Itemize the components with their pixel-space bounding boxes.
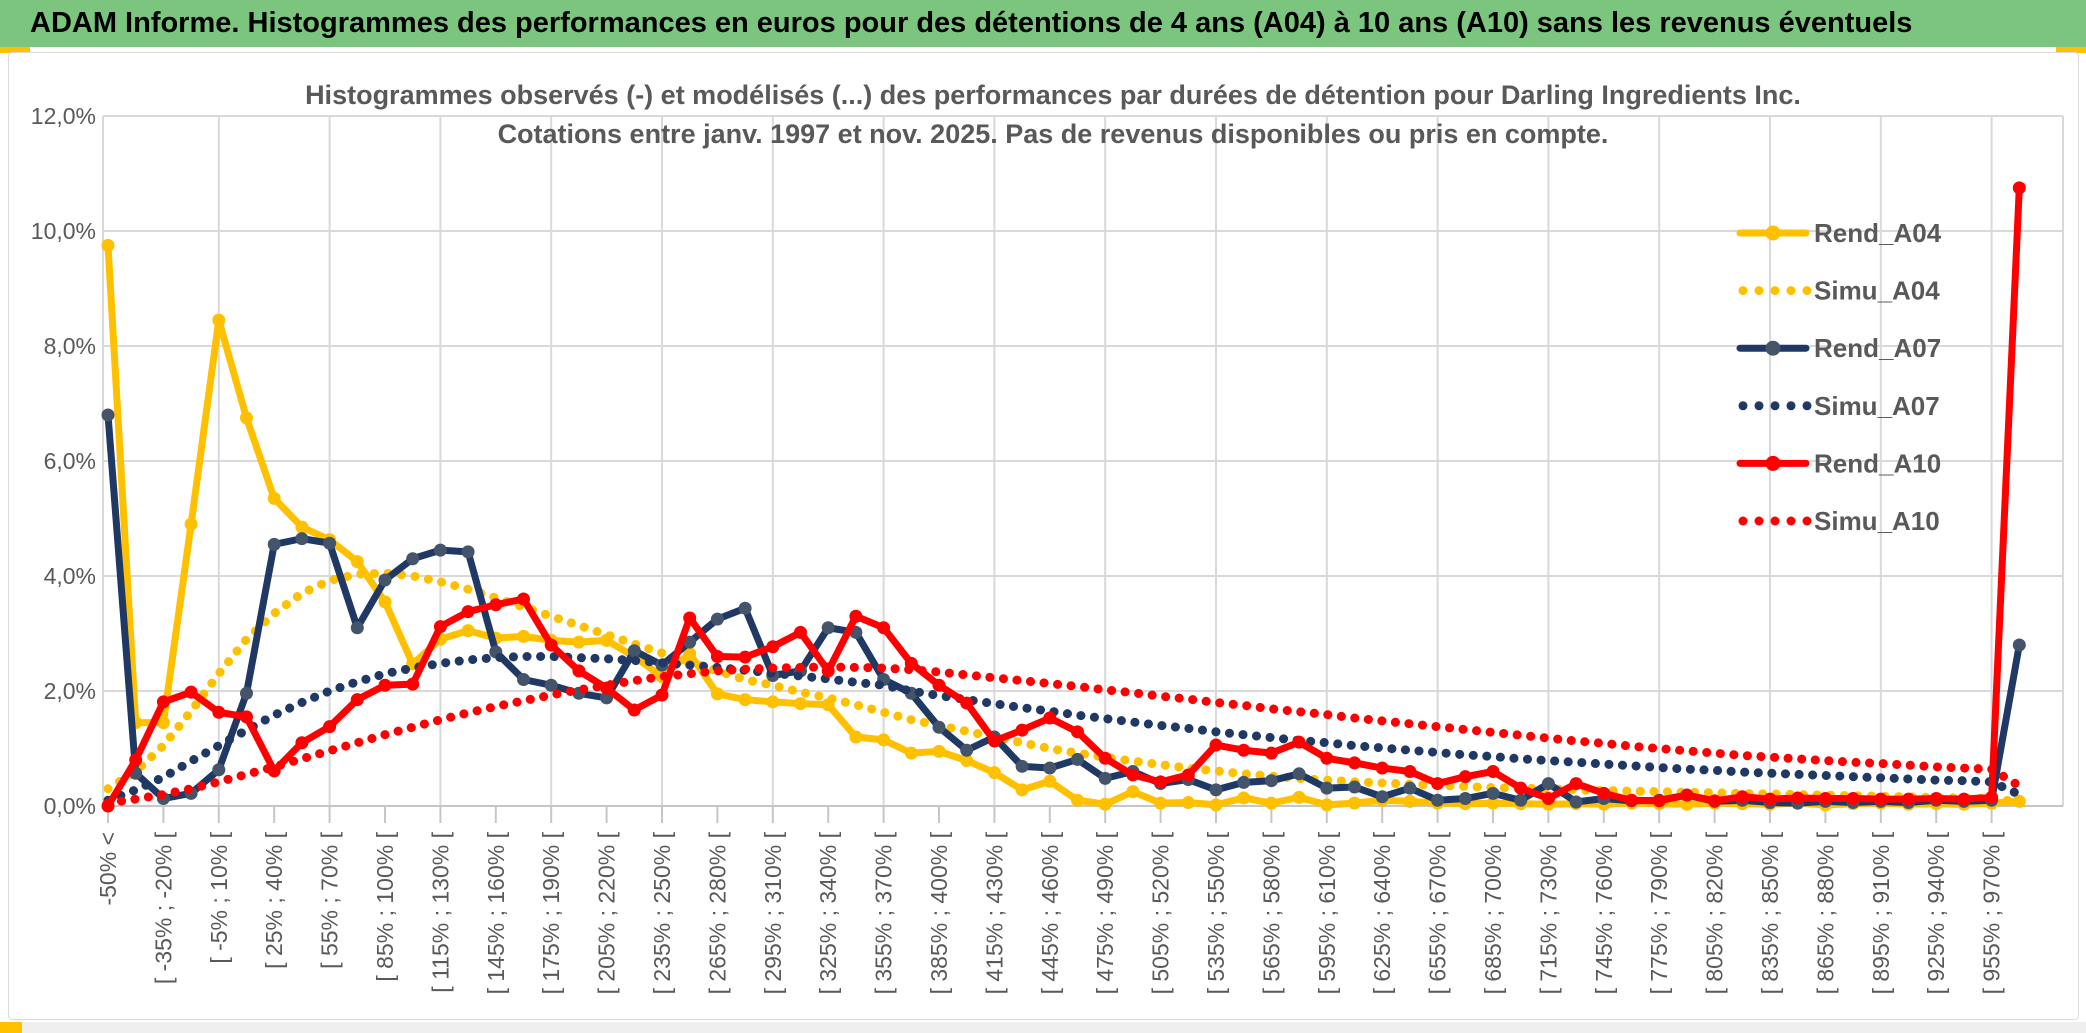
x-tick-label: [ 955% ; 970% [ xyxy=(1979,831,2005,994)
y-axis-labels: 0,0% 2,0% 4,0% 6,0% 8,0% 10,0% 12,0% xyxy=(31,103,96,819)
series-Rend_A10[interactable] xyxy=(101,181,2026,813)
x-tick-label: [ 385% ; 400% [ xyxy=(926,831,952,994)
bottom-scroll-strip[interactable] xyxy=(0,1022,2086,1033)
legend-label: Rend_A07 xyxy=(1814,333,1941,363)
chart-title: Histogrammes observés (-) et modélisés (… xyxy=(305,80,1801,149)
chart-frame[interactable]: 0,0% 2,0% 4,0% 6,0% 8,0% 10,0% 12,0% -50% < [ -3… xyxy=(8,52,2079,1020)
y-tick-label: 12,0% xyxy=(31,103,96,129)
x-tick-label: [ 475% ; 490% [ xyxy=(1092,831,1118,994)
legend-label: Rend_A10 xyxy=(1814,448,1941,478)
x-tick-label: [ 655% ; 670% [ xyxy=(1425,831,1451,994)
x-tick-label: [ 115% ; 130% [ xyxy=(427,831,453,992)
x-tick-label: [ 535% ; 550% [ xyxy=(1203,831,1229,994)
y-tick-label: 8,0% xyxy=(44,333,96,359)
x-tick-label: [ 145% ; 160% [ xyxy=(483,831,509,994)
x-tick-label: [ 415% ; 430% [ xyxy=(981,831,1007,994)
x-tick-label: [ 685% ; 700% [ xyxy=(1480,831,1506,994)
x-tick-label: [ 55% ; 70% [ xyxy=(317,831,343,968)
y-tick-label: 6,0% xyxy=(44,448,96,474)
x-tick-label: [ 565% ; 580% [ xyxy=(1258,831,1284,994)
x-tick-label: [ 505% ; 520% [ xyxy=(1148,831,1174,994)
gold-accent-left xyxy=(0,47,30,53)
legend-item-Simu_A10[interactable]: Simu_A10 xyxy=(1738,506,1940,536)
gold-accent-right xyxy=(2056,47,2086,53)
x-tick-label: [ 205% ; 220% [ xyxy=(594,831,620,994)
x-tick-label: -50% < xyxy=(95,832,121,906)
x-tick-label: [ 175% ; 190% [ xyxy=(538,831,564,994)
legend-label: Simu_A10 xyxy=(1814,506,1940,536)
bottom-gold-block xyxy=(0,1022,22,1033)
x-tick-label: [ 265% ; 280% [ xyxy=(704,831,730,994)
x-tick-label: [ 865% ; 880% [ xyxy=(1812,831,1838,994)
x-tick-label: [ 775% ; 790% [ xyxy=(1646,831,1672,994)
legend-item-Simu_A07[interactable]: Simu_A07 xyxy=(1738,391,1940,421)
y-tick-label: 10,0% xyxy=(31,218,96,244)
legend-item-Rend_A07[interactable]: Rend_A07 xyxy=(1736,333,1941,363)
legend-label: Simu_A04 xyxy=(1814,276,1940,306)
y-tick-label: 2,0% xyxy=(44,678,96,704)
x-tick-label: [ 295% ; 310% [ xyxy=(760,831,786,994)
series-Simu_A07[interactable] xyxy=(103,652,2024,805)
x-tick-label: [ 895% ; 910% [ xyxy=(1868,831,1894,994)
gridlines xyxy=(102,115,2064,807)
x-tick-label: [ 625% ; 640% [ xyxy=(1369,831,1395,994)
x-axis-labels: -50% < [ -35% ; -20% [ [ -5% ; 10% [ [ 25% … xyxy=(95,831,2005,994)
x-tick-label: [ 445% ; 460% [ xyxy=(1037,831,1063,994)
y-tick-label: 4,0% xyxy=(44,563,96,589)
legend-item-Rend_A04[interactable]: Rend_A04 xyxy=(1736,218,1942,248)
x-tick-label: [ 835% ; 850% [ xyxy=(1757,831,1783,994)
chart-title-line1: Histogrammes observés (-) et modélisés (… xyxy=(305,80,1801,110)
x-tick-label: [ 325% ; 340% [ xyxy=(815,831,841,994)
x-tick-label: [ 85% ; 100% [ xyxy=(372,831,398,981)
x-tick-label: [ -5% ; 10% [ xyxy=(206,831,232,963)
x-tick-label: [ 355% ; 370% [ xyxy=(871,831,897,994)
legend-label: Simu_A07 xyxy=(1814,391,1940,421)
x-tick-label: [ 715% ; 730% [ xyxy=(1535,831,1561,994)
legend-item-Rend_A10[interactable]: Rend_A10 xyxy=(1736,448,1941,478)
series-Simu_A04[interactable] xyxy=(103,568,2024,807)
x-tick-label: [ 745% ; 760% [ xyxy=(1591,831,1617,994)
series-Simu_A10[interactable] xyxy=(103,662,2024,808)
chart-title-line2: Cotations entre janv. 1997 et nov. 2025.… xyxy=(498,119,1609,149)
window-title: ADAM Informe. Histogrammes des performan… xyxy=(30,7,1913,39)
x-axis-ticks xyxy=(107,806,1993,823)
x-tick-label: [ 25% ; 40% [ xyxy=(261,831,287,968)
legend-label: Rend_A04 xyxy=(1814,218,1942,248)
legend: Rend_A04 Simu_A04 Rend_A07 Simu_A07 Rend_A10… xyxy=(1736,218,1942,536)
x-tick-label: [ 235% ; 250% [ xyxy=(649,831,675,994)
x-tick-label: [ 925% ; 940% [ xyxy=(1923,831,1949,994)
x-tick-label: [ 595% ; 610% [ xyxy=(1314,831,1340,994)
x-tick-label: [ -35% ; -20% [ xyxy=(150,831,176,984)
y-tick-label: 0,0% xyxy=(44,793,96,819)
x-tick-label: [ 805% ; 820% [ xyxy=(1702,831,1728,994)
legend-item-Simu_A04[interactable]: Simu_A04 xyxy=(1738,276,1941,306)
title-bar: ADAM Informe. Histogrammes des performan… xyxy=(0,0,2086,47)
chart-canvas[interactable]: 0,0% 2,0% 4,0% 6,0% 8,0% 10,0% 12,0% -50% < [ -3… xyxy=(9,53,2078,1019)
